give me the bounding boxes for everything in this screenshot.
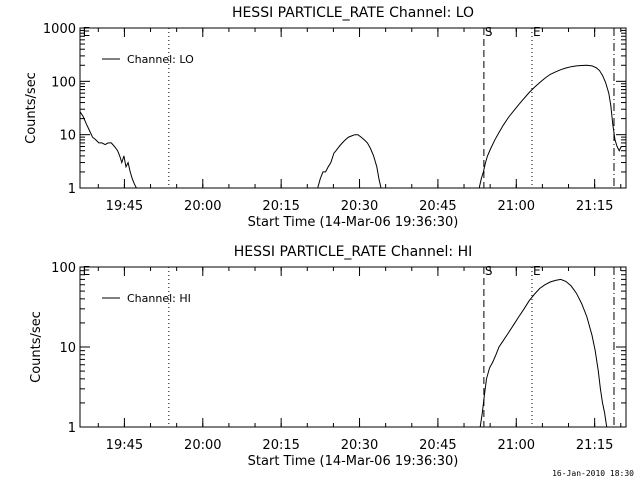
marker-label: E	[83, 25, 91, 39]
y-axis-label-hi: Counts/sec	[29, 311, 44, 383]
y-tick-label: 10	[59, 129, 76, 144]
chart-title-hi: HESSI PARTICLE_RATE Channel: HI	[234, 244, 472, 260]
series-line-lo	[79, 111, 137, 189]
y-tick-label: 100	[51, 261, 76, 276]
plot-frame-hi	[79, 266, 627, 428]
footer-timestamp: 16-Jan-2010 18:30	[552, 469, 634, 478]
x-tick-label: 19:45	[106, 199, 143, 214]
marker-label: E	[533, 264, 541, 278]
y-tick-label: 10	[59, 341, 76, 356]
x-tick-label: 21:00	[498, 438, 535, 453]
marker-label: S	[485, 264, 493, 278]
x-tick-label: 20:15	[262, 438, 299, 453]
y-tick-label: 1	[68, 182, 76, 197]
x-tick-label: 21:00	[498, 199, 535, 214]
legend-label-lo: Channel: LO	[127, 53, 194, 66]
x-tick-label: 21:15	[576, 199, 613, 214]
y-tick-label: 1	[68, 421, 76, 436]
x-tick-label: 20:15	[262, 199, 299, 214]
chart-title-lo: HESSI PARTICLE_RATE Channel: LO	[232, 5, 474, 21]
x-tick-label: 20:30	[341, 438, 378, 453]
y-tick-label: 1000	[43, 22, 76, 37]
legend-label-hi: Channel: HI	[127, 292, 191, 305]
marker-label: E	[533, 25, 541, 39]
x-tick-label: 20:00	[184, 199, 221, 214]
marker-label: S	[485, 25, 493, 39]
y-tick-label: 100	[51, 75, 76, 90]
x-tick-label: 21:15	[576, 438, 613, 453]
x-tick-label: 20:45	[419, 199, 456, 214]
series-line-hi	[479, 278, 608, 428]
series-line-lo	[478, 64, 622, 189]
x-axis-label-lo: Start Time (14-Mar-06 19:36:30)	[248, 215, 459, 230]
x-tick-label: 20:00	[184, 438, 221, 453]
marker-label: E	[83, 264, 91, 278]
x-tick-label: 19:45	[106, 438, 143, 453]
y-axis-label-lo: Counts/sec	[24, 72, 39, 144]
series-line-lo	[317, 134, 382, 189]
plot-frame-lo	[79, 27, 627, 189]
x-tick-label: 20:45	[419, 438, 456, 453]
x-tick-label: 20:30	[341, 199, 378, 214]
x-axis-label-hi: Start Time (14-Mar-06 19:36:30)	[248, 454, 459, 469]
